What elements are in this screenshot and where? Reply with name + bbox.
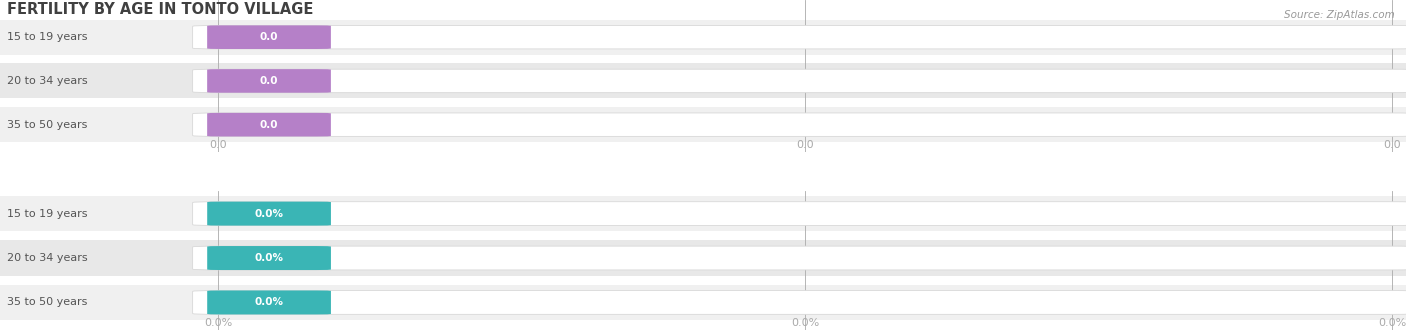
FancyBboxPatch shape (193, 113, 1406, 136)
Text: 0.0: 0.0 (209, 140, 226, 149)
Text: 0.0: 0.0 (260, 32, 278, 42)
FancyBboxPatch shape (207, 290, 330, 314)
Ellipse shape (211, 291, 236, 313)
Bar (0, 285, 1406, 320)
Text: 0.0%: 0.0% (254, 209, 284, 218)
FancyBboxPatch shape (207, 246, 330, 270)
FancyBboxPatch shape (207, 25, 330, 49)
FancyBboxPatch shape (193, 202, 1406, 225)
FancyBboxPatch shape (193, 25, 1406, 49)
Text: 0.0: 0.0 (260, 120, 278, 130)
FancyBboxPatch shape (193, 246, 1406, 270)
Bar (0, 196, 1406, 231)
Text: 15 to 19 years: 15 to 19 years (7, 209, 87, 218)
Text: 35 to 50 years: 35 to 50 years (7, 120, 87, 130)
Text: 0.0%: 0.0% (254, 297, 284, 308)
Ellipse shape (211, 114, 235, 136)
Text: 0.0: 0.0 (260, 76, 278, 86)
FancyBboxPatch shape (193, 69, 1406, 93)
FancyBboxPatch shape (193, 290, 1406, 314)
Ellipse shape (211, 203, 236, 225)
Text: 0.0: 0.0 (796, 140, 814, 149)
FancyBboxPatch shape (207, 69, 330, 93)
FancyBboxPatch shape (207, 202, 330, 226)
Text: 0.0%: 0.0% (204, 318, 232, 328)
Bar (0, 63, 1406, 98)
Text: 35 to 50 years: 35 to 50 years (7, 297, 87, 308)
Text: Source: ZipAtlas.com: Source: ZipAtlas.com (1284, 10, 1395, 20)
Text: FERTILITY BY AGE IN TONTO VILLAGE: FERTILITY BY AGE IN TONTO VILLAGE (7, 2, 314, 17)
FancyBboxPatch shape (207, 113, 330, 137)
Text: 20 to 34 years: 20 to 34 years (7, 76, 87, 86)
Bar (0, 20, 1406, 55)
Bar (0, 240, 1406, 276)
Text: 20 to 34 years: 20 to 34 years (7, 253, 87, 263)
Text: 0.0%: 0.0% (790, 318, 820, 328)
Ellipse shape (211, 70, 235, 92)
Text: 0.0%: 0.0% (254, 253, 284, 263)
Ellipse shape (211, 247, 236, 269)
Text: 0.0: 0.0 (1384, 140, 1400, 149)
Text: 0.0%: 0.0% (1378, 318, 1406, 328)
Bar (0, 107, 1406, 142)
Text: 15 to 19 years: 15 to 19 years (7, 32, 87, 42)
Ellipse shape (211, 26, 235, 48)
